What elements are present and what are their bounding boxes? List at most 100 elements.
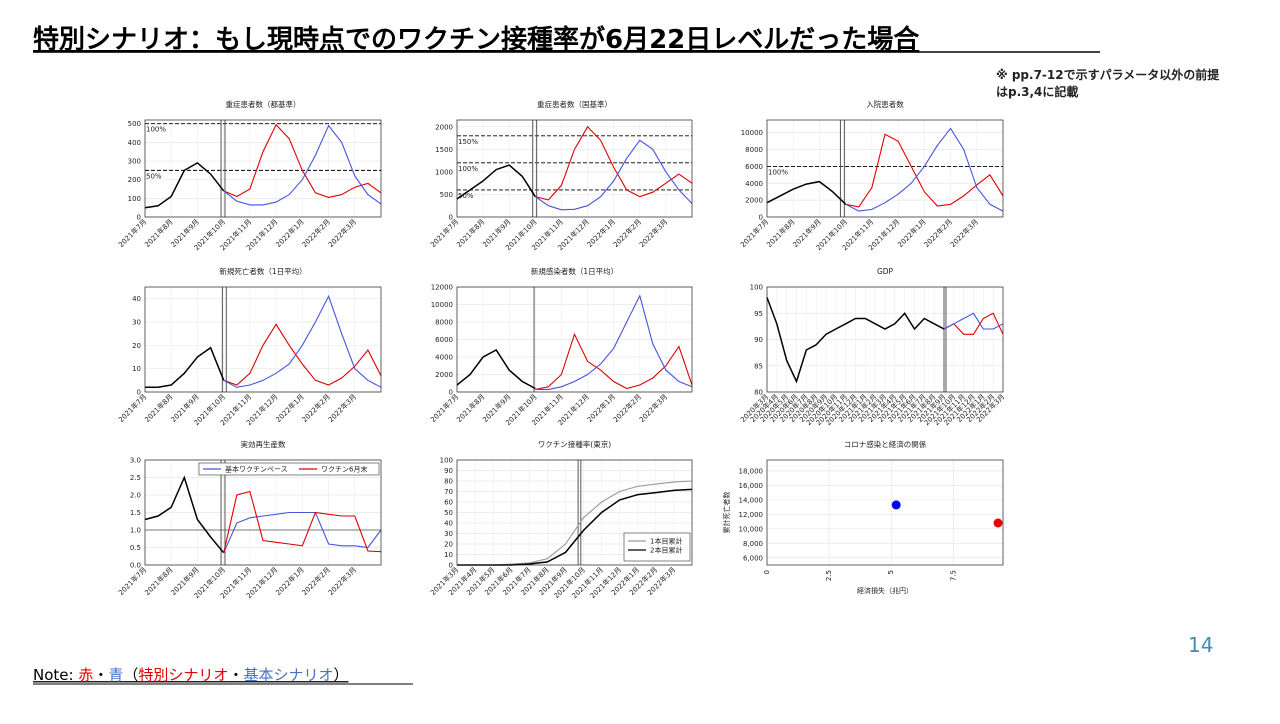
y-tick-label: 0.0 [130, 562, 141, 570]
note-part: 特別シナリオ [138, 666, 228, 684]
y-tick-label: 80 [754, 389, 763, 397]
plot-frame [144, 286, 382, 393]
y-tick-label: 100 [750, 284, 763, 292]
y-tick-label: 80 [444, 478, 453, 486]
series-line [535, 294, 693, 390]
series-line [845, 127, 1004, 212]
y-tick-label: 8000 [745, 146, 763, 154]
slide-title: 特別シナリオ：もし現時点でのワクチン接種率が6月22日レベルだった場合 [33, 24, 920, 55]
y-tick-label: 10000 [741, 129, 763, 137]
reference-label: 50% [146, 172, 162, 180]
y-tick-label: 30 [132, 319, 141, 327]
series-line [535, 125, 693, 201]
note-part: ） [333, 666, 348, 684]
plot-area [145, 120, 381, 217]
scatter-point [993, 518, 1003, 528]
scatter-point [891, 500, 901, 510]
chart-title: ワクチン接種率(東京) [538, 439, 611, 449]
y-tick-label: 1500 [435, 146, 453, 154]
legend-label: ワクチン6月末 [321, 465, 367, 474]
y-tick-label: 50 [444, 509, 453, 517]
note-part: ・ [228, 666, 243, 684]
y-tick-label: 16,000 [739, 482, 764, 490]
plot-area [767, 460, 1003, 565]
series-line [223, 123, 382, 198]
series-line [223, 124, 382, 206]
y-tick-label: 1.5 [130, 509, 141, 517]
x-tick-label: 0 [763, 570, 771, 574]
reference-label: 50% [458, 192, 474, 200]
series-line [943, 312, 1004, 330]
series-line [456, 164, 536, 200]
chart-title: GDP [877, 267, 894, 276]
legend-box [623, 532, 691, 562]
y-tick-label: 12,000 [739, 511, 764, 519]
y-tick-label: 10 [132, 365, 141, 373]
footer-note: Note: 赤・青（特別シナリオ・基本シナリオ） [33, 666, 348, 684]
plot-frame [766, 459, 1004, 566]
plot-frame [766, 119, 1004, 218]
series-line [223, 490, 382, 553]
side-note: ※ pp.7-12で示すパラメータ以外の前提 [996, 67, 1220, 82]
series-line [535, 332, 693, 390]
reference-label: 150% [458, 138, 478, 146]
chart-title: 入院患者数 [866, 99, 904, 109]
plot-frame [456, 286, 693, 393]
y-tick-label: 10 [444, 551, 453, 559]
y-tick-label: 2000 [435, 371, 453, 379]
y-tick-label: 18,000 [739, 467, 764, 475]
chart-title: 新規感染者数（1日平均） [531, 266, 618, 276]
chart-title: 重症患者数（都基準） [226, 99, 301, 109]
series-line [766, 297, 945, 384]
note-part: ・ [93, 666, 108, 684]
y-tick-label: 0 [759, 214, 763, 222]
series-line [845, 133, 1004, 208]
x-tick-label: 2022年3月 [637, 392, 669, 424]
y-tick-label: 0 [137, 389, 141, 397]
legend-label: 基本ワクチンペース [225, 465, 288, 474]
series-line [223, 294, 382, 388]
y-tick-label: 40 [132, 295, 141, 303]
series-line [144, 161, 225, 209]
series-line [144, 475, 225, 554]
y-tick-label: 4000 [435, 354, 453, 362]
y-tick-label: 30 [444, 530, 453, 538]
y-tick-label: 0 [137, 214, 141, 222]
reference-label: 100% [146, 126, 166, 134]
y-tick-label: 500 [128, 120, 141, 128]
y-tick-label: 40 [444, 520, 453, 528]
series-line [766, 180, 847, 205]
y-tick-label: 85 [754, 362, 763, 370]
plot-area [145, 287, 381, 392]
y-tick-label: 90 [754, 336, 763, 344]
y-tick-label: 4000 [745, 180, 763, 188]
y-tick-label: 8,000 [743, 540, 763, 548]
plot-frame [144, 459, 382, 566]
y-tick-label: 12000 [431, 284, 453, 292]
y-tick-label: 0 [449, 214, 453, 222]
y-tick-label: 1000 [435, 168, 453, 176]
y-tick-label: 2000 [745, 197, 763, 205]
page-number: 14 [1188, 633, 1213, 657]
y-tick-label: 0 [449, 562, 453, 570]
x-tick-label: 5 [887, 570, 895, 574]
y-tick-label: 400 [128, 139, 141, 147]
y-tick-label: 2000 [435, 123, 453, 131]
x-tick-label: 2022年3月 [326, 565, 358, 597]
y-tick-label: 20 [444, 541, 453, 549]
y-tick-label: 70 [444, 488, 453, 496]
x-tick-label: 7.5 [949, 570, 957, 581]
y-axis-label: 累計死亡者数 [722, 492, 731, 534]
x-tick-label: 2022年3月 [948, 217, 980, 249]
y-tick-label: 0.5 [130, 544, 141, 552]
x-tick-label: 2022年3月 [637, 217, 669, 249]
reference-label: 100% [768, 168, 788, 176]
y-tick-label: 10000 [431, 301, 453, 309]
y-tick-label: 2.5 [130, 474, 141, 482]
y-tick-label: 6000 [435, 336, 453, 344]
y-tick-label: 0 [449, 389, 453, 397]
y-tick-label: 6,000 [743, 554, 763, 562]
y-tick-label: 60 [444, 499, 453, 507]
plot-frame [456, 119, 693, 218]
